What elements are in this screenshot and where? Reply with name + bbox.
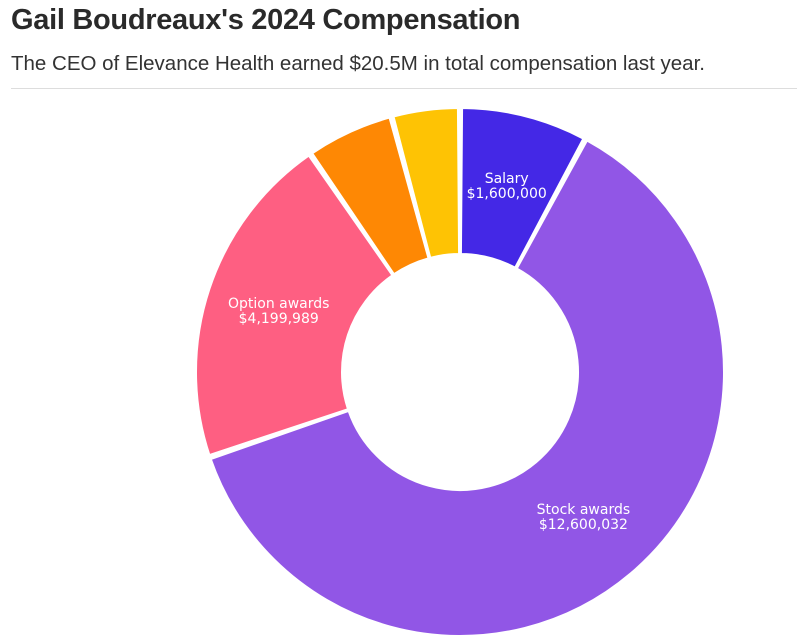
slice-label-option-awards: Option awards <box>228 296 329 312</box>
donut-slice-option-awards[interactable] <box>195 154 394 457</box>
header-divider <box>11 88 797 89</box>
slice-value-stock-awards: $12,600,032 <box>539 517 628 533</box>
slice-label-salary: Salary <box>485 171 529 187</box>
chart-subtitle: The CEO of Elevance Health earned $20.5M… <box>11 52 705 75</box>
slice-value-salary: $1,600,000 <box>467 186 547 202</box>
donut-slice-unlabeled-4[interactable] <box>392 107 461 260</box>
chart-title: Gail Boudreaux's 2024 Compensation <box>11 4 521 36</box>
slice-label-stock-awards: Stock awards <box>537 502 631 518</box>
donut-slice-unlabeled-3[interactable] <box>310 116 430 276</box>
slice-value-option-awards: $4,199,989 <box>239 311 319 327</box>
donut-slice-stock-awards[interactable] <box>209 139 725 637</box>
donut-slice-salary[interactable] <box>459 106 585 270</box>
